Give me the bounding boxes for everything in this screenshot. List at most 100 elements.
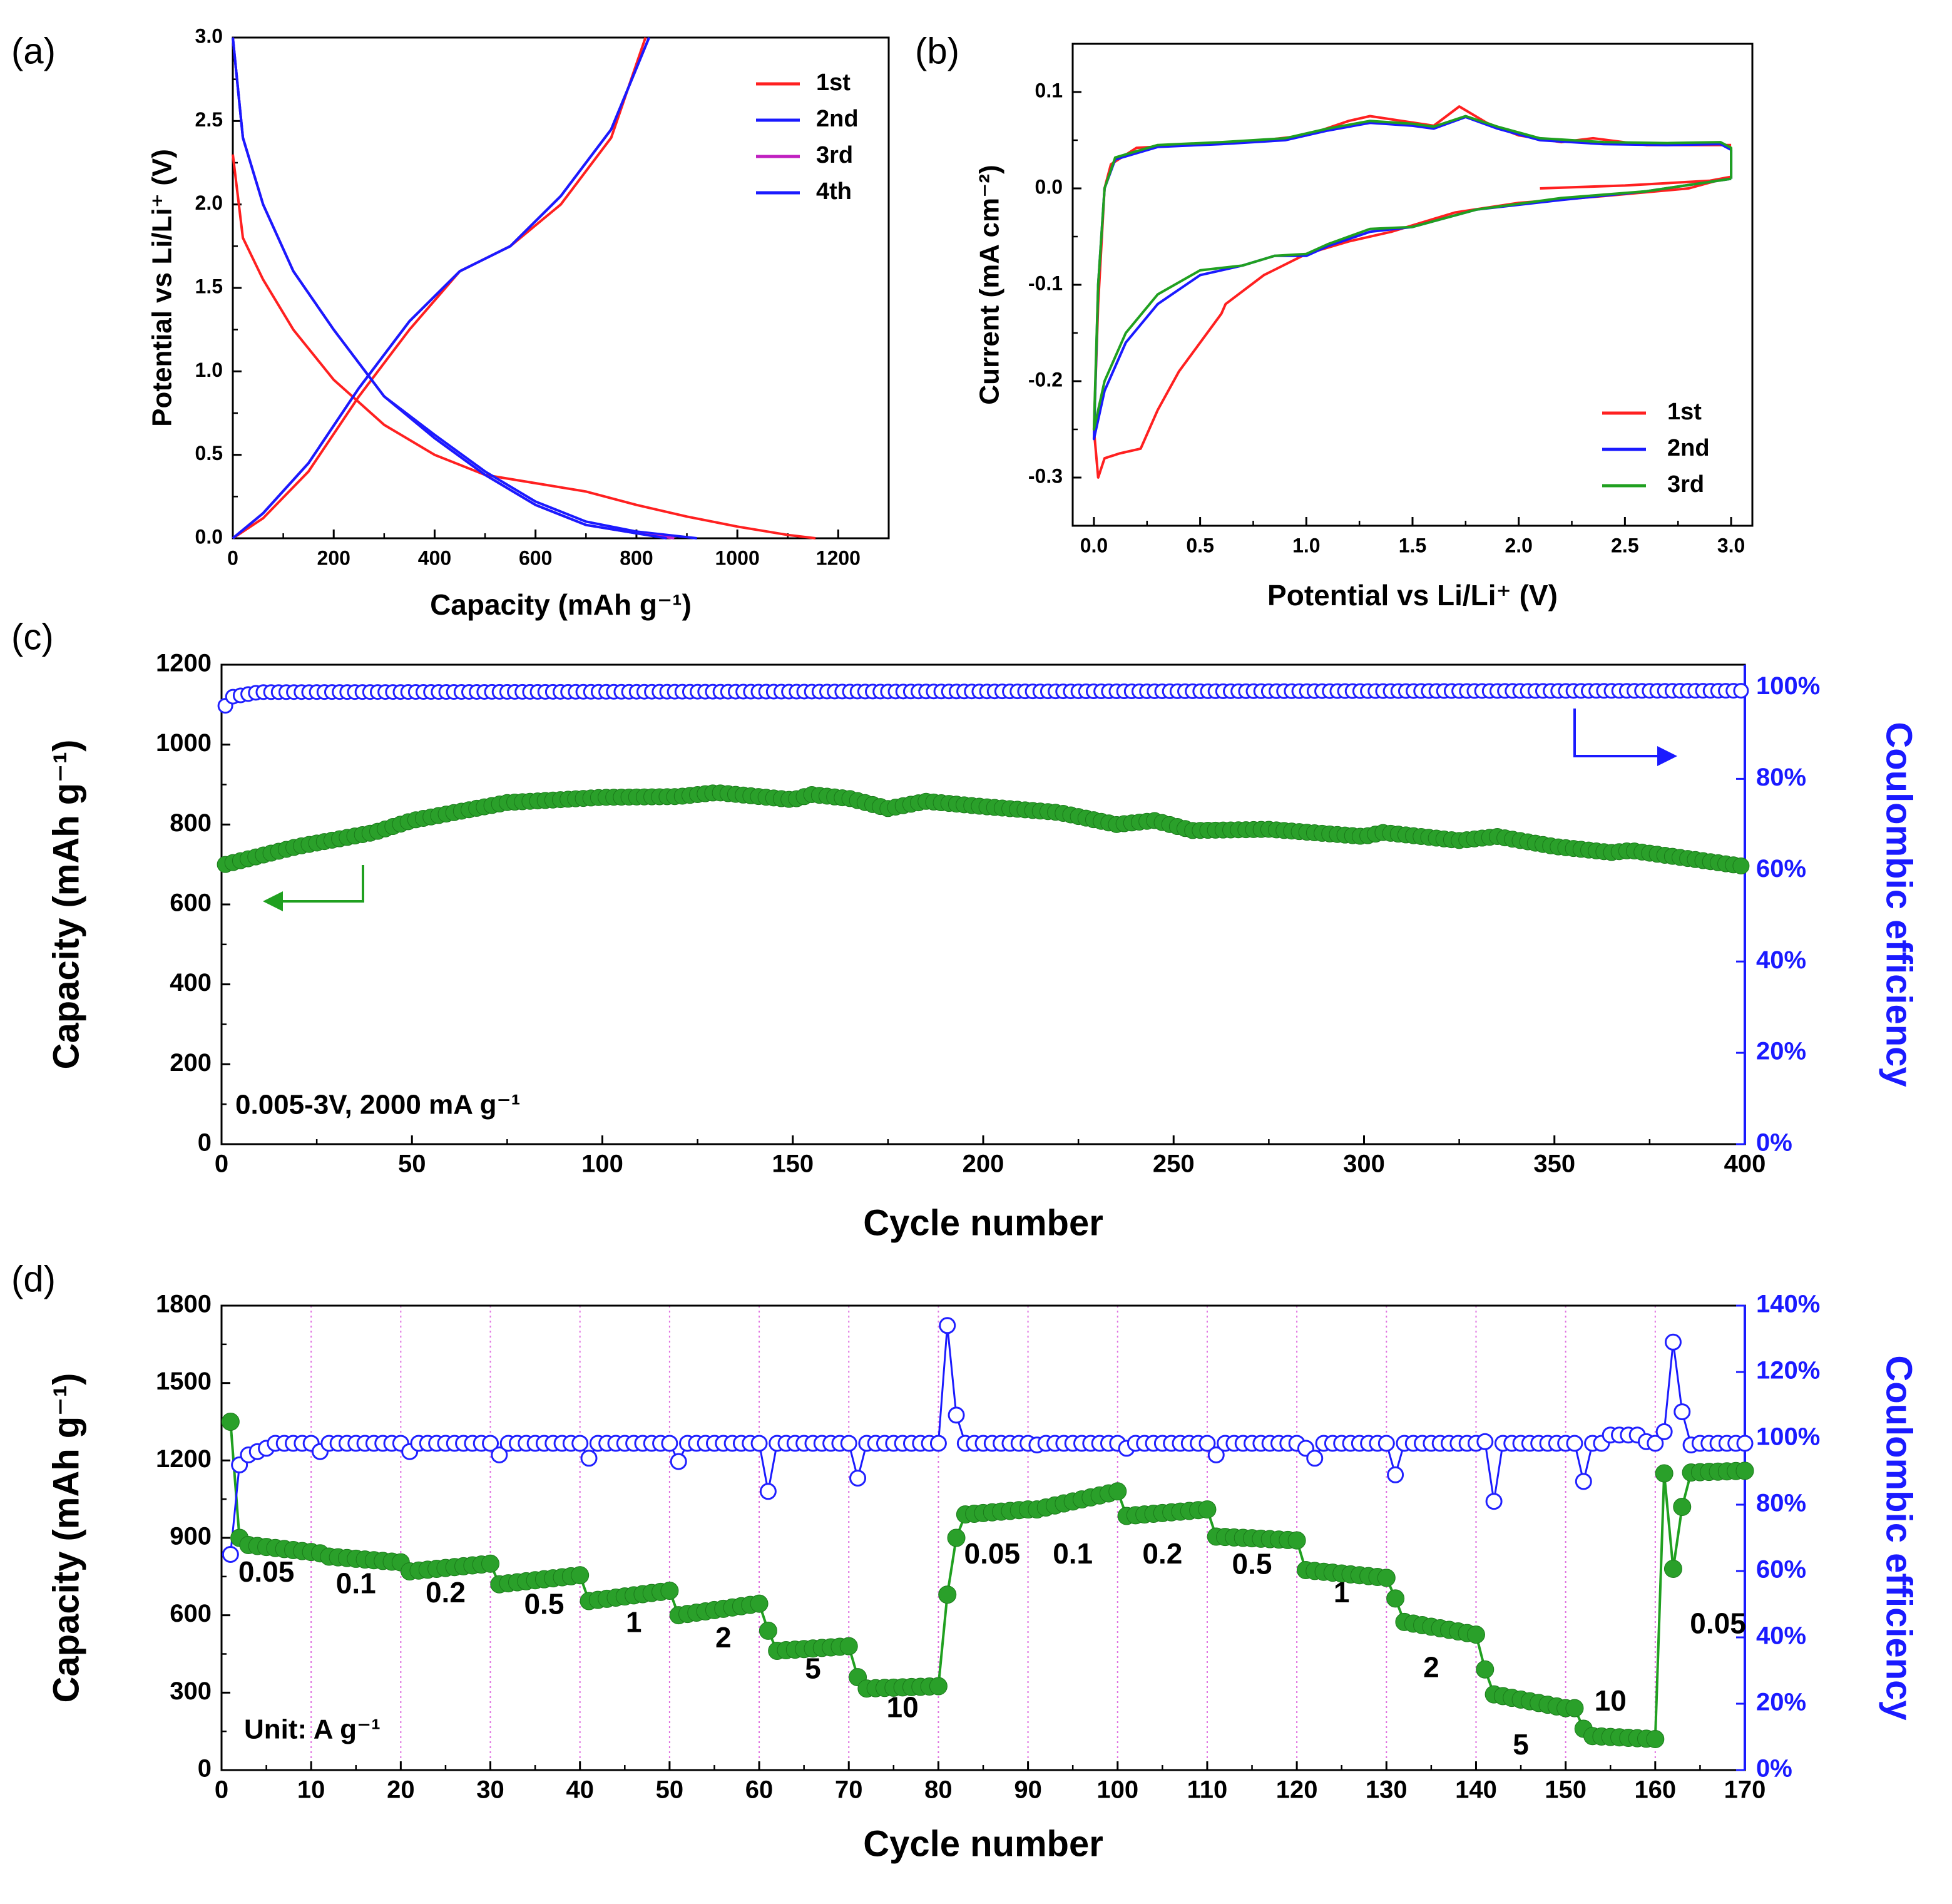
y2-tick-label: 100% (1756, 672, 1820, 700)
x-tick-label: 600 (519, 546, 552, 569)
efficiency-point (759, 1483, 777, 1500)
y2-tick-label: 120% (1756, 1357, 1820, 1384)
efficiency-point (849, 1470, 867, 1487)
panel-a-x-axis-title: Capacity (mAh g⁻¹) (430, 588, 692, 621)
efficiency-point (482, 1435, 499, 1452)
rate-label: 0.05 (964, 1537, 1021, 1570)
y-tick-label: 1200 (156, 1445, 212, 1473)
x-tick-label: 0 (215, 1150, 228, 1178)
efficiency-point (1575, 1473, 1592, 1490)
y-tick-label: 0 (198, 1129, 212, 1157)
panel-d: (d)0 10 20 30 40 50 60 70 80 90 100 110 120 130 140 150… (11, 1259, 1919, 1864)
y2-tick-label: 40% (1756, 946, 1806, 974)
panel-c-x-axis-title: Cycle number (863, 1202, 1103, 1243)
capacity-point (1108, 1482, 1127, 1501)
rate-label: 0.05 (238, 1555, 295, 1588)
panel-d-y-axis-title: Capacity (mAh g⁻¹) (46, 1373, 86, 1703)
panel-c: (c) 0 50 100 150 200 250 300 350 400 0 200 400 600 800… (11, 617, 1919, 1243)
efficiency-point (1485, 1493, 1503, 1510)
legend-label: 2nd (1667, 435, 1710, 461)
capacity-point (571, 1566, 590, 1585)
x-tick-label: 800 (620, 546, 653, 569)
series-3rd-cv-line (1092, 115, 1733, 431)
y2-tick-label: 40% (1756, 1622, 1806, 1650)
y-tick-label: 3.0 (195, 24, 223, 47)
efficiency-point (840, 1435, 857, 1452)
y-tick-label: 1800 (156, 1291, 212, 1318)
rate-label: 0.1 (336, 1567, 376, 1599)
y2-tick-label: 60% (1756, 1556, 1806, 1584)
legend-label: 2nd (816, 106, 859, 132)
efficiency-point (1377, 1435, 1395, 1452)
efficiency-point (670, 1453, 687, 1470)
x-tick-label: 350 (1533, 1150, 1575, 1178)
x-tick-label: 300 (1343, 1150, 1385, 1178)
y2-tick-label: 100% (1756, 1423, 1820, 1451)
capacity-point (1476, 1660, 1495, 1679)
y2-tick-label: 0% (1756, 1755, 1792, 1783)
x-tick-label: 60 (745, 1776, 774, 1804)
x-tick-label: 110 (1187, 1776, 1228, 1804)
efficiency-point (750, 1435, 768, 1452)
panel-a-label: (a) (11, 31, 56, 71)
x-tick-label: 0 (227, 546, 238, 569)
efficiency-point (1198, 1435, 1216, 1452)
capacity-point (221, 1413, 240, 1431)
legend-label: 1st (816, 69, 851, 96)
x-tick-label: 250 (1153, 1150, 1195, 1178)
y2-tick-label: 20% (1756, 1689, 1806, 1716)
efficiency-arrowhead (1657, 746, 1677, 766)
efficiency-point (1566, 1435, 1583, 1452)
rate-label: 5 (805, 1652, 821, 1684)
capacity-point (839, 1637, 858, 1656)
efficiency-point (1736, 1435, 1754, 1452)
rate-label: 2 (1423, 1651, 1439, 1683)
capacity-point (929, 1677, 948, 1696)
efficiency-point (580, 1450, 598, 1467)
x-tick-label: 70 (835, 1776, 863, 1804)
rate-label: 0.5 (524, 1587, 564, 1620)
y-tick-label: 1200 (156, 650, 212, 677)
capacity-point (1198, 1500, 1217, 1519)
panel-d-label: (d) (11, 1259, 56, 1299)
series-1st-discharge-line (232, 154, 816, 540)
y-tick-label: 2.0 (195, 192, 223, 214)
capacity-point (1466, 1625, 1485, 1644)
x-tick-label: 50 (398, 1150, 426, 1178)
y2-tick-label: 60% (1756, 855, 1806, 883)
y-tick-label: 600 (170, 889, 212, 917)
panel-c-plot-frame (220, 663, 1746, 1145)
series-3rd-charge-line (232, 37, 650, 540)
capacity-point (1386, 1589, 1405, 1608)
capacity-point (1287, 1531, 1306, 1550)
capacity-point (1377, 1569, 1396, 1587)
capacity-point (481, 1554, 500, 1573)
panel-b-x-axis-title: Potential vs Li/Li⁺ (V) (1267, 579, 1558, 612)
x-tick-label: 2.0 (1505, 534, 1532, 556)
rate-label: 0.05 (1690, 1607, 1746, 1639)
legend-label: 1st (1667, 399, 1702, 425)
efficiency-point (1655, 1423, 1673, 1440)
x-tick-label: 40 (566, 1776, 594, 1804)
y-tick-label: 1000 (156, 729, 212, 757)
y-tick-label: 300 (170, 1677, 212, 1705)
x-tick-label: 1.0 (1292, 534, 1320, 556)
efficiency-point (1387, 1466, 1404, 1483)
rate-label: 1 (626, 1605, 642, 1638)
y-tick-label: 400 (170, 969, 212, 996)
efficiency-point (222, 1546, 239, 1563)
panel-a-plot-frame (232, 36, 890, 540)
y-tick-label: 0.0 (1035, 175, 1063, 198)
panel-c-label: (c) (11, 617, 54, 657)
y-tick-label: 1.5 (195, 275, 223, 297)
x-tick-label: 1200 (816, 546, 861, 569)
capacity-point (1655, 1464, 1674, 1483)
panel-d-y2-axis-title: Coulombic efficiency (1879, 1355, 1919, 1720)
capacity-point (1646, 1730, 1665, 1749)
efficiency-point (571, 1435, 589, 1452)
x-tick-label: 400 (1724, 1150, 1766, 1178)
panel-a: (a) 0 200 400 600 800 1000 1200 0.0 0.5 1.0 1.5 2.0 2… (11, 24, 890, 621)
panel-b-y-axis-title: Current (mA cm⁻²) (974, 165, 1005, 404)
y-tick-label: -0.2 (1028, 368, 1063, 391)
efficiency-point (491, 1446, 508, 1463)
